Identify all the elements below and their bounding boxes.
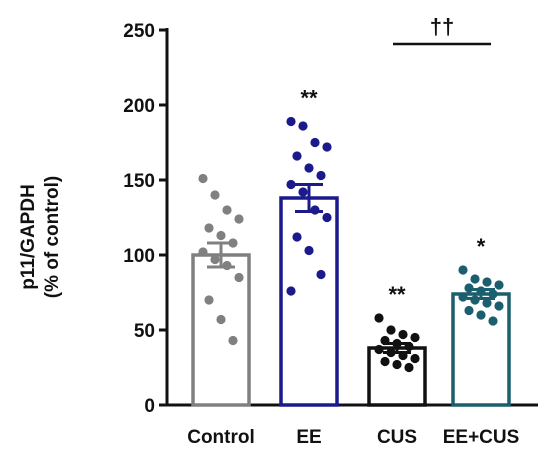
data-point <box>322 142 332 152</box>
data-point <box>386 325 396 335</box>
y-tick-label: 200 <box>123 96 155 117</box>
y-tick-label: 250 <box>123 21 155 42</box>
plot-area: 0 50 100 150 200 250 Control EE ** CUS ** EE+CUS * †† <box>123 14 538 448</box>
data-point <box>234 272 244 283</box>
bar-ee <box>279 196 339 407</box>
category-label: EE+CUS <box>443 427 520 448</box>
data-point <box>398 329 408 340</box>
data-point <box>304 245 314 256</box>
data-point <box>374 313 384 323</box>
data-point <box>316 170 326 181</box>
data-point <box>458 265 468 275</box>
data-point <box>286 179 296 190</box>
data-point <box>316 269 326 280</box>
data-point <box>298 121 308 131</box>
data-point <box>292 151 302 161</box>
y-axis-label-line1: p11/GAPDH <box>18 184 39 290</box>
data-point <box>476 310 486 320</box>
data-point <box>286 286 296 296</box>
data-point <box>204 295 214 305</box>
data-point <box>380 356 390 367</box>
data-point <box>494 280 504 290</box>
data-point <box>210 254 220 265</box>
data-point <box>198 173 208 184</box>
data-point <box>304 163 314 173</box>
data-point <box>488 289 498 299</box>
y-tick-label: 50 <box>134 321 155 342</box>
data-point <box>292 232 302 242</box>
data-point <box>494 301 504 311</box>
data-point <box>198 247 208 257</box>
data-point <box>458 292 468 302</box>
data-point <box>298 187 308 197</box>
data-point <box>482 277 492 287</box>
data-point <box>216 314 226 325</box>
y-tick-label: 150 <box>123 171 155 192</box>
y-axis-label-line2: (% of control) <box>42 176 63 298</box>
data-point <box>488 316 498 326</box>
data-point <box>204 223 214 233</box>
data-point <box>310 137 320 148</box>
data-point <box>464 305 474 316</box>
data-point <box>374 344 384 355</box>
category-label: Control <box>187 427 255 448</box>
significance-marker: ** <box>300 86 318 111</box>
y-tick-label: 0 <box>144 396 155 417</box>
data-point <box>470 274 480 284</box>
data-point <box>404 362 414 373</box>
data-point <box>228 335 238 346</box>
data-point <box>410 353 420 364</box>
significance-marker: ** <box>388 282 406 307</box>
data-point <box>410 332 420 343</box>
data-point <box>392 359 402 370</box>
data-point <box>216 230 226 241</box>
y-axis-label: p11/GAPDH (% of control) <box>18 176 63 298</box>
significance-marker: * <box>477 234 486 259</box>
data-point <box>286 116 296 127</box>
data-point <box>222 205 232 215</box>
data-point <box>322 212 332 223</box>
data-point <box>482 298 492 308</box>
y-tick-label: 100 <box>123 246 155 267</box>
data-point <box>234 214 244 224</box>
data-point <box>210 190 220 200</box>
comparison-marker: †† <box>430 14 454 39</box>
category-label: EE <box>296 427 321 448</box>
category-label: CUS <box>377 427 417 448</box>
